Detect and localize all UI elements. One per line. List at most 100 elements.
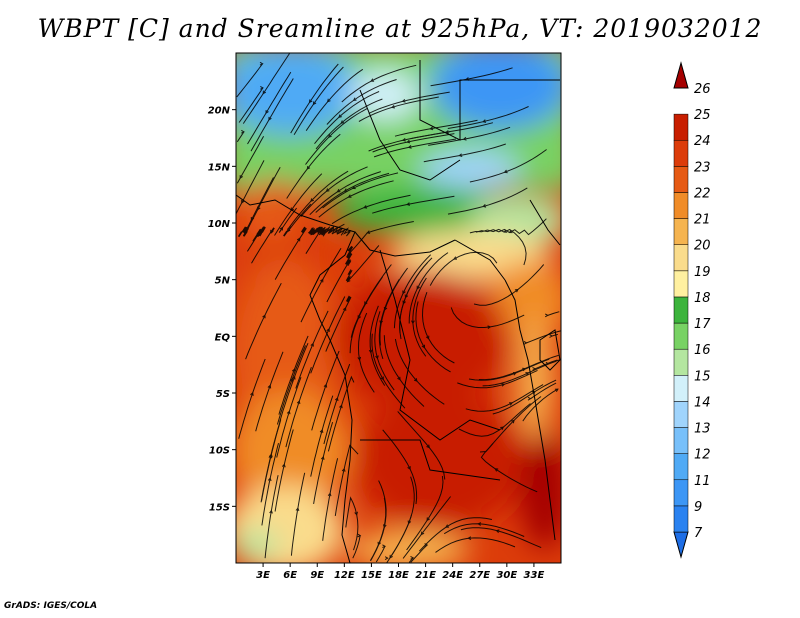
streamline bbox=[382, 429, 418, 505]
colorbar-label: 13 bbox=[694, 422, 711, 437]
streamline-arrow bbox=[377, 541, 382, 546]
streamline-arrow bbox=[347, 251, 352, 256]
y-tick-label: 15S bbox=[209, 502, 230, 513]
colorbar-label: 19 bbox=[694, 265, 711, 280]
streamline bbox=[236, 131, 245, 143]
colorbar-bin bbox=[673, 479, 689, 507]
streamline bbox=[402, 496, 451, 559]
streamline bbox=[314, 91, 380, 145]
streamline-arrow bbox=[290, 207, 295, 212]
streamline bbox=[311, 350, 340, 431]
streamline bbox=[368, 91, 450, 114]
streamline bbox=[480, 443, 538, 493]
colorbar-label: 9 bbox=[694, 500, 702, 515]
streamline-arrow bbox=[357, 533, 362, 538]
streamline-arrow bbox=[279, 226, 284, 231]
streamline-arrow bbox=[368, 349, 373, 354]
streamline-arrow bbox=[514, 288, 519, 293]
streamline bbox=[309, 171, 381, 216]
streamline-arrow bbox=[402, 290, 406, 295]
streamline-arrow bbox=[509, 402, 514, 406]
streamline-arrow bbox=[404, 294, 409, 299]
streamline-arrow bbox=[426, 444, 430, 449]
streamline bbox=[322, 458, 339, 541]
colorbar-bin bbox=[673, 113, 689, 141]
colorbar-bin bbox=[673, 166, 689, 193]
streamline-arrow bbox=[545, 361, 550, 366]
x-tick-label: 6E bbox=[283, 570, 297, 581]
streamline-arrow bbox=[532, 366, 537, 371]
streamline bbox=[372, 195, 455, 214]
streamline-arrow bbox=[346, 278, 351, 283]
x-tick-label: 15E bbox=[361, 570, 382, 581]
streamline bbox=[276, 345, 306, 425]
streamline-arrow bbox=[420, 531, 425, 536]
streamline bbox=[260, 420, 281, 503]
colorbar-label: 15 bbox=[694, 369, 711, 384]
streamline bbox=[479, 396, 542, 453]
coastline bbox=[236, 60, 561, 563]
streamline bbox=[369, 497, 387, 562]
x-tick-label: 3E bbox=[256, 570, 270, 581]
streamline bbox=[236, 63, 263, 98]
streamline-arrow bbox=[338, 114, 342, 119]
streamline-arrow bbox=[352, 97, 357, 101]
streamline bbox=[236, 135, 265, 184]
streamline-arrow bbox=[380, 376, 384, 381]
colorbar-bin bbox=[673, 322, 689, 350]
streamline-arrow bbox=[341, 467, 346, 472]
colorbar-label: 16 bbox=[694, 343, 711, 358]
streamline bbox=[345, 496, 359, 551]
streamline bbox=[300, 248, 342, 323]
streamline-arrow bbox=[527, 396, 532, 401]
streamline-arrow bbox=[401, 138, 406, 142]
streamline bbox=[428, 126, 511, 146]
streamline bbox=[473, 264, 545, 306]
streamline bbox=[373, 138, 457, 158]
colorbar-bin bbox=[673, 244, 689, 272]
streamline-arrow bbox=[334, 397, 339, 401]
streamline bbox=[386, 514, 412, 563]
streamline bbox=[394, 338, 445, 405]
streamline-arrow bbox=[295, 507, 300, 512]
streamline bbox=[247, 71, 292, 145]
streamline-arrow bbox=[554, 388, 559, 392]
streamline bbox=[435, 537, 516, 553]
streamline-arrow bbox=[397, 376, 401, 381]
streamline-arrow bbox=[406, 139, 411, 144]
streamline bbox=[369, 305, 386, 386]
streamline-arrow bbox=[292, 375, 296, 380]
streamline-arrow bbox=[325, 188, 330, 192]
y-tick-label: 20N bbox=[208, 106, 231, 117]
streamline bbox=[372, 133, 455, 153]
streamline bbox=[357, 312, 375, 393]
streamline-arrow bbox=[482, 119, 487, 123]
streamline-arrow bbox=[401, 99, 406, 103]
streamline-arrow bbox=[503, 229, 508, 233]
colorbar-bin bbox=[673, 453, 689, 481]
streamline-arrow bbox=[270, 229, 274, 234]
streamline-arrow bbox=[495, 529, 500, 533]
wbpt-shading bbox=[236, 53, 561, 563]
colorbar-bin bbox=[673, 192, 689, 219]
streamline-arrow bbox=[501, 383, 506, 387]
streamline bbox=[358, 96, 439, 122]
colorbar-bin bbox=[673, 427, 689, 454]
streamline-arrow bbox=[328, 134, 332, 138]
streamline-arrow bbox=[426, 517, 430, 522]
streamline bbox=[318, 180, 394, 218]
streamline-arrow bbox=[267, 384, 272, 389]
streamline-arrow bbox=[425, 335, 430, 340]
streamline-arrow bbox=[296, 400, 301, 405]
streamline bbox=[305, 68, 364, 131]
streamline bbox=[469, 228, 527, 266]
colorbar-label: 23 bbox=[694, 160, 711, 175]
streamline bbox=[341, 64, 417, 103]
streamline-arrow bbox=[310, 198, 314, 202]
streamline-arrow bbox=[364, 301, 368, 306]
streamline bbox=[274, 226, 307, 280]
streamline-arrow bbox=[379, 320, 383, 325]
streamline bbox=[534, 359, 558, 370]
streamline bbox=[460, 527, 542, 549]
streamline bbox=[287, 170, 349, 230]
